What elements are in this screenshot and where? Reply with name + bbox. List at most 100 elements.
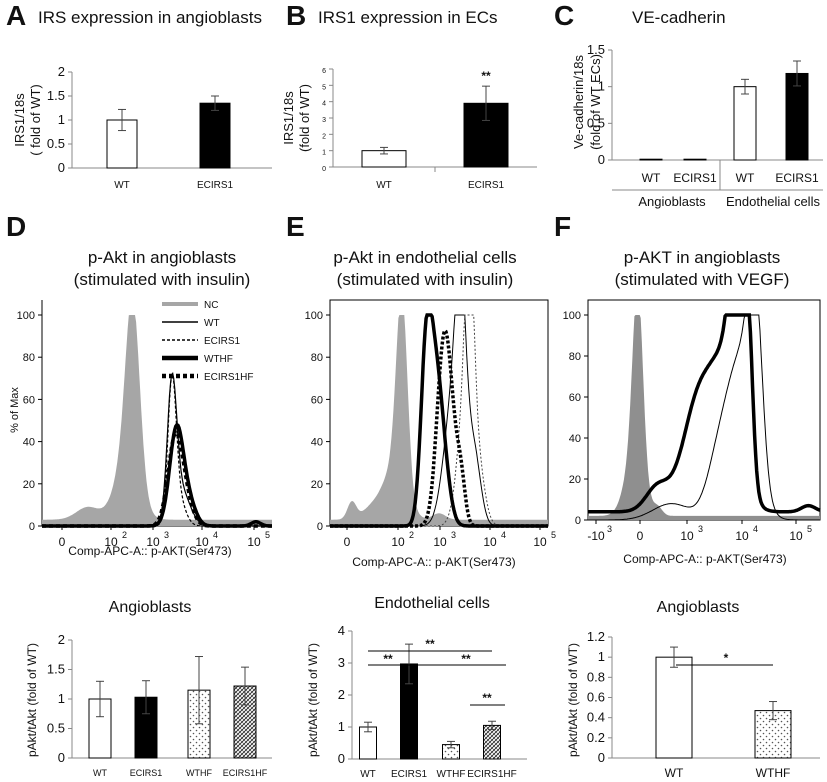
e-hist-xlabel: Comp-APC-A:: p-AKT(Ser473)	[352, 555, 515, 569]
c-bar-1	[683, 158, 707, 161]
d-legend-label-ecirs1: ECIRS1	[204, 336, 241, 347]
e-sig-label-2: **	[383, 652, 393, 666]
f-bar-ytick-label: 0	[598, 750, 605, 765]
e-bar-category-label: WT	[360, 769, 376, 780]
d-bar-ytick-label: 1	[58, 691, 65, 706]
d-bar-title: Angioblasts	[109, 599, 192, 616]
f-bar-ytick-label: 0.8	[587, 669, 605, 684]
e-sig-label-4: **	[482, 691, 492, 705]
e-bar-ytick-label: 1	[338, 719, 345, 734]
f-hist-ytick-label: 20	[569, 474, 581, 486]
d-hist-xtick-label: 10	[247, 535, 261, 549]
d-hist-curve-wt	[42, 371, 272, 527]
e-bar-ylabel: pAkt/tAkt (fold of WT)	[306, 643, 320, 757]
a-ytick-label: 0.5	[47, 136, 65, 151]
c-ytick-label: 1.5	[587, 42, 605, 57]
d-hist-curve-ecirs1hf	[42, 430, 272, 528]
f-sig-label: *	[724, 651, 729, 665]
f-hist-ytick-label: 80	[569, 351, 581, 363]
e-hist-ytick-label: 60	[311, 394, 323, 406]
f-bar-ytick-label: 1	[598, 649, 605, 664]
a-ytick-label: 1.5	[47, 88, 65, 103]
f-hist-xtick-label: 10	[789, 529, 803, 543]
f-hist-ytick-label: 100	[563, 310, 581, 322]
panel-letter-f: F	[554, 211, 572, 242]
e-hist-curve-wt	[330, 314, 548, 527]
panel-letter-b: B	[286, 0, 307, 31]
f-hist-ytick-label: 40	[569, 433, 581, 445]
panel-e-title-1: p-Akt in endothelial cells	[333, 248, 517, 267]
a-ytick-label: 2	[58, 64, 65, 79]
f-hist-curve-nc	[588, 315, 820, 520]
b-ytick-label: 6	[322, 68, 326, 75]
e-hist-xtick-exponent: 2	[409, 530, 414, 540]
f-hist-ytick-label: 60	[569, 392, 581, 404]
d-legend-label-wthf: WTHF	[204, 354, 233, 365]
b-ytick-label: 4	[322, 101, 326, 108]
c-category-label: WT	[642, 171, 661, 185]
e-bar-category-label: WTHF	[437, 769, 466, 780]
d-bar-ytick-label: 0.5	[47, 721, 65, 736]
f-bar-ytick-label: 0.4	[587, 710, 605, 725]
c-category-label: ECIRS1	[775, 171, 819, 185]
f-bar-ytick-label: 0.2	[587, 730, 605, 745]
c-group-label-ec: Endothelial cells	[726, 194, 820, 209]
f-bar-ylabel: pAkt/tAkt (fold of WT)	[566, 643, 580, 757]
e-hist-xtick-label: 10	[391, 535, 405, 549]
c-ytick-label: 0	[598, 152, 605, 167]
b-significance: **	[481, 69, 491, 83]
e-hist-curve-nc	[330, 315, 548, 526]
f-hist-xtick-label: 10	[680, 529, 694, 543]
c-ytick-label: 0.5	[587, 115, 605, 130]
panel-letter-a: A	[6, 0, 27, 31]
e-hist-xtick-label: 10	[483, 535, 497, 549]
panel-b-title: IRS1 expression in ECs	[318, 8, 498, 27]
f-hist-xtick-exponent: 3	[698, 524, 703, 534]
d-bar-category-label: ECIRS1	[130, 768, 163, 778]
f-bar-title: Angioblasts	[657, 599, 740, 616]
e-bar-ytick-label: 4	[338, 623, 345, 638]
d-hist-xtick-label: 10	[146, 535, 160, 549]
f-bar-bar-0	[655, 656, 693, 759]
e-bar-category-label: ECIRS1HF	[467, 769, 516, 780]
e-hist-xtick-label: 0	[344, 535, 351, 549]
panel-letter-c: C	[554, 0, 575, 31]
f-hist-xlabel: Comp-APC-A:: p-AKT(Ser473)	[623, 552, 786, 566]
d-bar-category-label: WT	[93, 768, 107, 778]
f-bar-category-label: WTHF	[756, 766, 791, 780]
e-hist-xtick-exponent: 5	[551, 530, 556, 540]
e-sig-label-3: **	[461, 652, 471, 666]
f-hist-xtick-label: 0	[637, 529, 644, 543]
f-hist-curve-wt	[588, 314, 820, 521]
f-bar-category-label: WT	[665, 766, 684, 780]
b-ylabel-1: IRS1/18s	[281, 91, 296, 145]
e-bar-ytick-label: 3	[338, 655, 345, 670]
d-hist-xtick-exponent: 2	[122, 530, 127, 540]
a-ytick-label: 0	[58, 160, 65, 175]
e-bar-category-label: ECIRS1	[391, 769, 428, 780]
d-hist-ytick-label: 40	[23, 437, 35, 449]
panel-f-title-1: p-AKT in angioblasts	[623, 248, 781, 267]
f-hist-xtick-exponent: 4	[753, 524, 758, 534]
e-hist-ytick-label: 40	[311, 437, 323, 449]
panel-f-title-2: (stimulated with VEGF)	[614, 270, 790, 289]
e-hist-curve-ecirs1hf	[330, 327, 548, 528]
d-hist-xtick-exponent: 4	[213, 530, 218, 540]
c-ylabel-2: (fold of WT ECs)	[588, 54, 603, 150]
f-bar-ytick-label: 0.6	[587, 690, 605, 705]
c-bar-0	[639, 158, 663, 161]
e-bar-title: Endothelial cells	[374, 595, 490, 612]
e-hist-xtick-exponent: 4	[501, 530, 506, 540]
a-bar-1	[199, 102, 231, 169]
d-bar-ytick-label: 1.5	[47, 662, 65, 677]
d-bar-ytick-label: 0	[58, 750, 65, 765]
e-hist-xtick-exponent: 3	[451, 530, 456, 540]
e-hist-ytick-label: 80	[311, 352, 323, 364]
c-group-label-angioblasts: Angioblasts	[638, 194, 706, 209]
d-bar-category-label: WTHF	[186, 768, 212, 778]
e-hist-xtick-label: 10	[433, 535, 447, 549]
b-ylabel-2: (fold of WT)	[297, 84, 312, 152]
f-bar-ytick-label: 1.2	[587, 629, 605, 644]
f-hist-ytick-label: 0	[575, 515, 581, 527]
a-category-label: ECIRS1	[197, 180, 234, 191]
